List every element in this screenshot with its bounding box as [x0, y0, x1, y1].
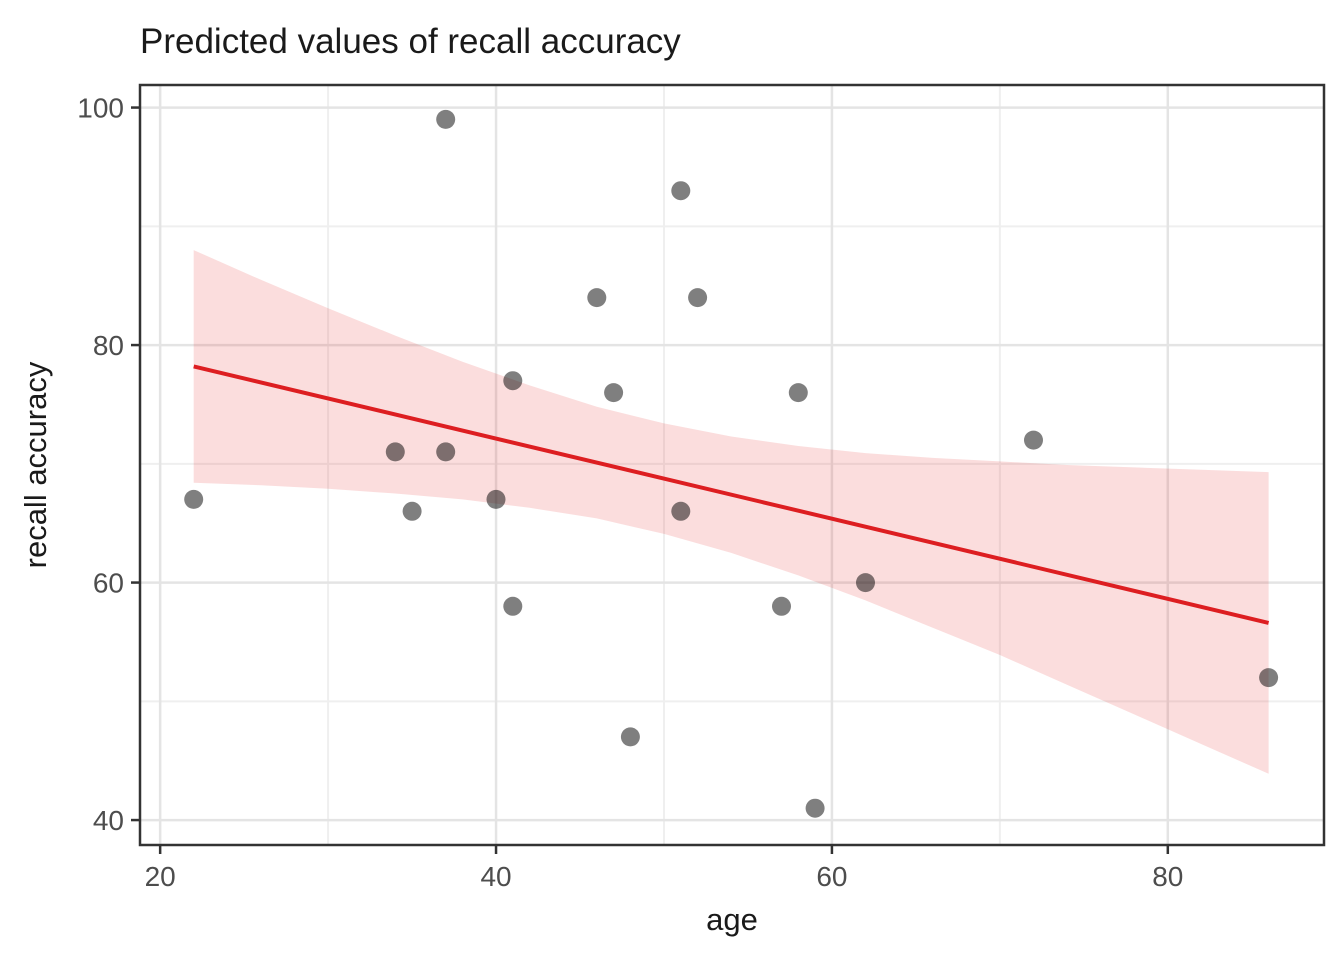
x-tick-labels: 20 40 60 80	[145, 861, 1184, 892]
data-point	[671, 181, 691, 201]
x-tick-label: 40	[480, 861, 511, 892]
x-tick-label: 20	[145, 861, 176, 892]
x-tick-label: 80	[1152, 861, 1183, 892]
data-point	[772, 596, 791, 616]
data-point	[688, 288, 708, 308]
scatter-points	[184, 109, 1279, 818]
data-point	[856, 573, 875, 593]
data-point	[1259, 668, 1279, 688]
data-point	[1024, 430, 1043, 450]
y-tick-label: 60	[93, 568, 124, 599]
data-point	[587, 288, 607, 308]
data-point	[788, 383, 808, 403]
y-tick-label: 100	[77, 93, 124, 124]
major-gridlines	[140, 85, 1324, 845]
data-point	[805, 798, 825, 818]
data-point	[436, 109, 456, 129]
minor-gridlines	[140, 85, 1324, 845]
y-tick-label: 80	[93, 330, 124, 361]
data-point	[402, 501, 422, 521]
x-tick-label: 60	[816, 861, 847, 892]
data-point	[671, 501, 691, 521]
y-tick-label: 40	[93, 805, 124, 836]
data-point	[486, 489, 506, 509]
data-point	[385, 442, 405, 462]
data-point	[503, 371, 523, 391]
data-point	[436, 442, 456, 462]
data-point	[184, 489, 204, 509]
x-axis-title: age	[706, 902, 758, 937]
confidence-band	[193, 250, 1269, 774]
chart-title: Predicted values of recall accuracy	[140, 22, 681, 61]
data-point	[503, 596, 523, 616]
panel-border	[138, 83, 1326, 847]
axis-tick-marks	[131, 106, 1170, 854]
data-point	[604, 383, 624, 403]
y-tick-labels: 40 60 80 100	[77, 93, 124, 837]
regression-line	[193, 364, 1270, 625]
y-axis-title: recall accuracy	[18, 361, 53, 568]
data-point	[620, 727, 640, 747]
